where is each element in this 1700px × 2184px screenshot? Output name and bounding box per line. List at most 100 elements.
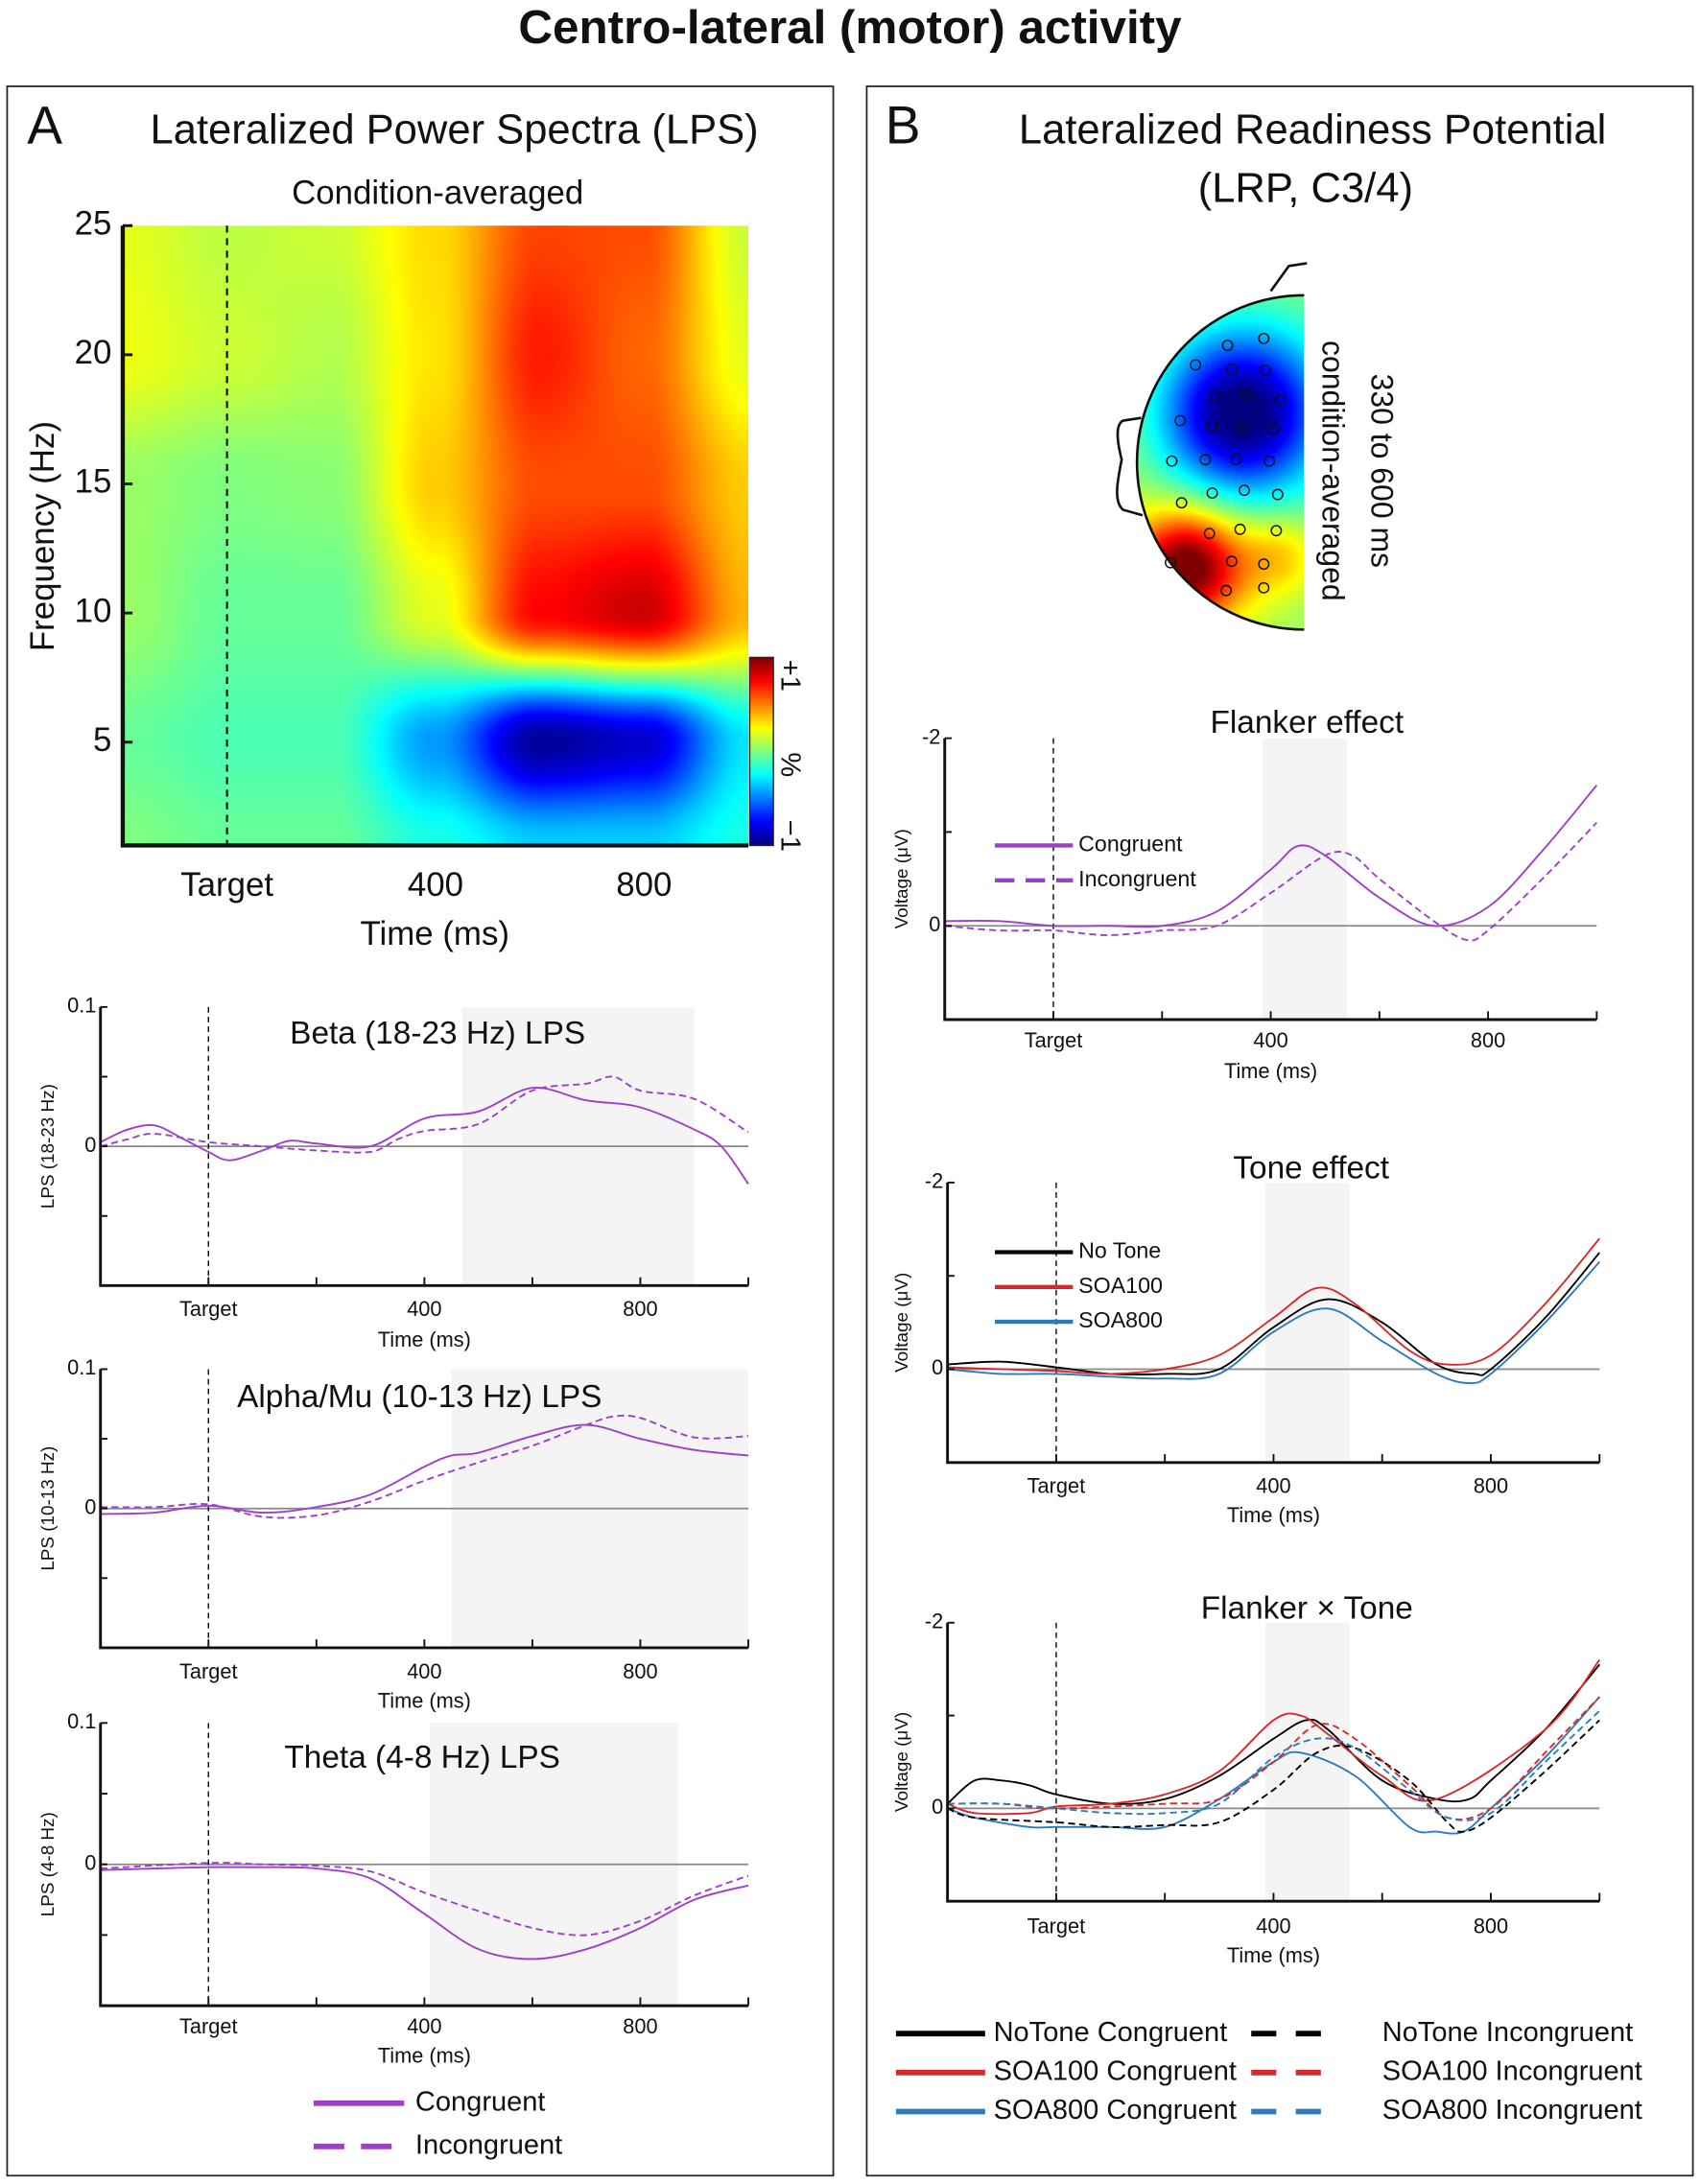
electrode-marker [1263,455,1276,467]
x-tick-label: 800 [623,1297,657,1321]
x-axis-label: Time (ms) [1224,1059,1317,1083]
analysis-window-shading [1264,1622,1350,1902]
chart-title: Alpha/Mu (10-13 Hz) LPS [237,1379,602,1415]
electrode-marker [1274,393,1287,406]
analysis-window-shading [1264,1182,1350,1463]
legend-b-label: SOA800 Incongruent [1382,2095,1642,2125]
axis-lines [99,1723,748,2008]
x-axis-label: Time (ms) [1227,1503,1320,1527]
panel-b-frame [865,85,1694,2177]
electrode-marker [1174,414,1187,427]
line-chart-flanker-effect: -2 0 Target 400 800 Flanker effect Time (ms) Vo… [891,705,1598,1083]
chart-title: Theta (4-8 Hz) LPS [284,1740,560,1775]
legends: Congruent Incongruent NoTone Congruent SOA1… [313,2017,1642,2160]
series-line-incongruent [100,1862,749,1937]
y-axis-label: Voltage (μV) [891,1712,911,1812]
series-line-congruent [100,1423,749,1515]
legend-label: SOA800 [1078,1307,1163,1332]
topomap-time-label: 330 to 600 ms [1364,374,1399,568]
chart-title: Tone effect [1233,1151,1389,1186]
y-tick-label: 0 [84,1850,96,1874]
panel-b-title-line2: (LRP, C3/4) [1198,165,1413,211]
electrode-marker [1221,340,1234,352]
y-tick-label: -2 [922,724,940,748]
series-line-incongruent [100,1414,749,1519]
heatmap-image [122,225,748,846]
y-axis-label: Frequency (Hz) [24,421,61,651]
analysis-window-shading [1263,738,1347,1020]
x-tick-label: 800 [1474,1914,1508,1938]
series-line-incongruent [100,1075,749,1154]
electrode-markers [1165,332,1287,597]
legend-label: SOA100 [1078,1273,1163,1298]
y-tick-label: 25 [75,204,112,242]
x-tick-label: 400 [407,2014,441,2038]
series-line-soa100-congruent [947,1658,1601,1816]
legend-b-label: NoTone Congruent [994,2017,1228,2048]
electrode-marker [1271,488,1284,501]
colorbar-top-label: +1 [774,660,805,692]
y-axis-label: Voltage (μV) [891,829,911,928]
y-axis-label: LPS (10-13 Hz) [37,1446,58,1571]
x-tick-label: 400 [1256,1474,1290,1498]
y-tick-label: -2 [925,1609,943,1633]
electrode-marker [1199,454,1212,466]
x-tick-label: Target [179,2014,238,2038]
series-line-congruent [100,1866,749,1961]
legend-b-label: NoTone Incongruent [1382,2017,1633,2048]
legend-label: Incongruent [1078,866,1196,891]
electrode-marker [1225,363,1238,375]
line-chart-tone-effect: -2 0 Target 400 800 Tone effect Time (ms) Volta… [891,1151,1601,1527]
heatmap-axis-lines [120,225,748,848]
series-line-soa800 [947,1261,1600,1384]
panel-a-frame [6,85,835,2177]
y-tick-label: 10 [75,592,112,629]
series-line-no-tone [947,1252,1600,1376]
panel-a-title: Lateralized Power Spectra (LPS) [151,106,759,153]
x-tick-label: 800 [1474,1474,1508,1498]
nose-icon [1269,262,1308,293]
chart-title: Flanker effect [1211,705,1405,740]
electrode-marker [1166,455,1178,467]
y-tick-label: 0 [932,1355,943,1379]
y-axis-label: Voltage (μV) [891,1273,911,1373]
x-axis-label: Time (ms) [1227,1943,1320,1967]
x-tick-label: Target [1027,1914,1085,1938]
y-tick-label: 0.1 [67,1709,96,1733]
y-tick-label: 0 [929,912,940,936]
panel-b-letter: B [885,96,921,155]
electrode-marker [1165,556,1176,569]
panel-a-letter: A [27,96,62,155]
x-tick-label: Target [179,1297,238,1321]
electrode-marker [1206,420,1218,433]
electrode-marker [1239,484,1250,497]
electrode-marker [1225,555,1238,568]
electrode-marker [1209,389,1221,402]
colorbar [749,657,774,846]
x-tick-label: Target [1025,1028,1083,1052]
series-line-soa100 [947,1237,1600,1375]
electrode-marker [1258,332,1270,344]
y-tick-label: 0.1 [67,1355,96,1379]
electrode-marker [1230,454,1242,466]
electrode-marker [1206,487,1218,500]
electrode-marker [1258,558,1270,571]
electrode-marker [1270,525,1283,537]
legend-label: Congruent [1078,832,1183,857]
series-line-notone-incongruent [947,1719,1600,1833]
y-tick-label: 5 [93,721,111,759]
electrode-marker [1258,581,1270,594]
electrode-marker [1240,388,1253,400]
x-tick-label: 400 [1253,1028,1287,1052]
y-axis-label: LPS (18-23 Hz) [37,1084,58,1209]
series-line-incongruent [944,821,1598,942]
x-tick-label: 800 [623,2014,657,2038]
head-outline [1135,294,1305,631]
x-tick-label: 400 [407,1297,441,1321]
legend-b-label: SOA100 Congruent [994,2055,1237,2086]
legend-b-label: SOA800 Congruent [994,2095,1237,2125]
legend-a-label: Congruent [415,2086,546,2117]
x-axis-label: Time (ms) [378,2044,471,2068]
legend-b-label: SOA100 Incongruent [1382,2055,1642,2086]
lps-heatmap: Condition-averaged 5 10 15 20 25 Target 400 800… [24,175,806,953]
